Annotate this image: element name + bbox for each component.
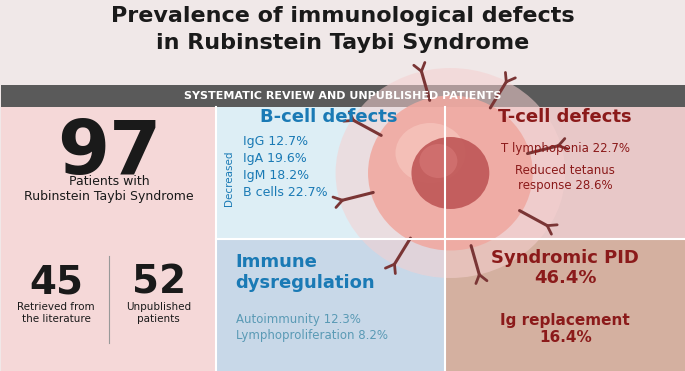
Text: Syndromic PID
46.4%: Syndromic PID 46.4% (491, 249, 639, 288)
Ellipse shape (336, 68, 565, 278)
Text: Decreased: Decreased (224, 150, 234, 206)
FancyBboxPatch shape (445, 107, 685, 239)
Text: T lymphopenia 22.7%: T lymphopenia 22.7% (501, 141, 630, 154)
Text: Patients with
Rubinstein Taybi Syndrome: Patients with Rubinstein Taybi Syndrome (24, 175, 194, 203)
Text: 97: 97 (57, 116, 161, 190)
Ellipse shape (419, 144, 458, 178)
FancyBboxPatch shape (445, 239, 685, 371)
Text: Immune
dysregulation: Immune dysregulation (236, 253, 375, 292)
Text: IgG 12.7%: IgG 12.7% (242, 135, 308, 148)
Text: Autoimmunity 12.3%: Autoimmunity 12.3% (236, 312, 360, 325)
Text: Unpublished
patients: Unpublished patients (126, 302, 191, 324)
FancyBboxPatch shape (1, 85, 685, 107)
Ellipse shape (368, 95, 533, 250)
Text: T-cell defects: T-cell defects (499, 108, 632, 126)
Text: Prevalence of immunological defects: Prevalence of immunological defects (111, 6, 574, 26)
Text: Lymphoproliferation 8.2%: Lymphoproliferation 8.2% (236, 329, 388, 342)
FancyBboxPatch shape (1, 0, 685, 91)
Text: Reduced tetanus
response 28.6%: Reduced tetanus response 28.6% (515, 164, 615, 192)
Text: SYSTEMATIC REVIEW AND UNPUBLISHED PATIENTS: SYSTEMATIC REVIEW AND UNPUBLISHED PATIEN… (184, 91, 501, 101)
Ellipse shape (412, 137, 489, 209)
Text: Ig replacement
16.4%: Ig replacement 16.4% (500, 313, 630, 345)
Text: IgM 18.2%: IgM 18.2% (242, 168, 309, 181)
Text: B cells 22.7%: B cells 22.7% (242, 186, 327, 198)
Text: in Rubinstein Taybi Syndrome: in Rubinstein Taybi Syndrome (156, 33, 530, 53)
Text: Retrieved from
the literature: Retrieved from the literature (17, 302, 95, 324)
Ellipse shape (395, 123, 465, 183)
Text: B-cell defects: B-cell defects (260, 108, 397, 126)
FancyBboxPatch shape (1, 107, 216, 371)
Text: 52: 52 (132, 264, 186, 302)
FancyBboxPatch shape (216, 107, 445, 239)
Text: IgA 19.6%: IgA 19.6% (242, 151, 306, 164)
Text: 45: 45 (29, 264, 83, 302)
FancyBboxPatch shape (216, 239, 445, 371)
